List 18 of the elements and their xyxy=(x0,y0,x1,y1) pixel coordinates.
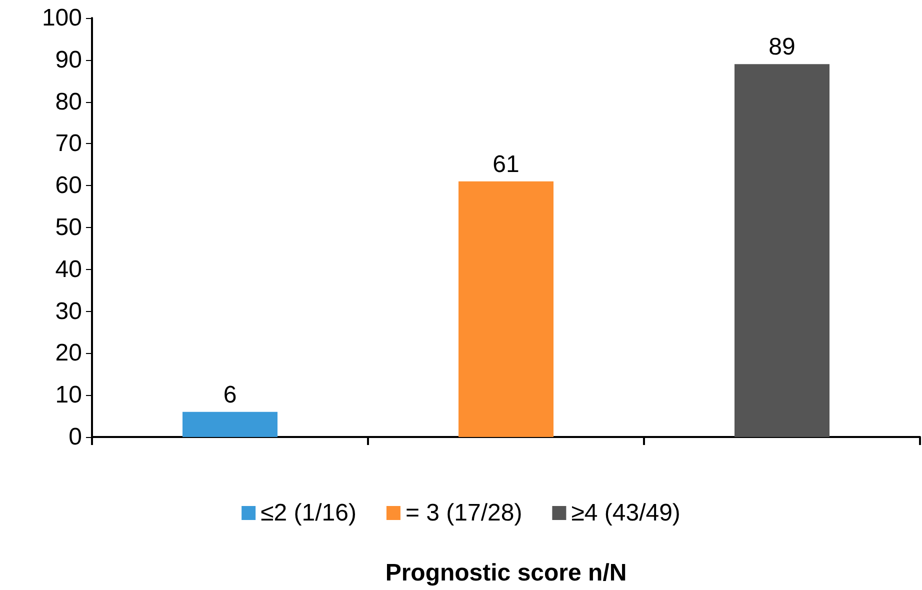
y-tick-label: 0 xyxy=(68,424,82,450)
y-tick-label: 70 xyxy=(55,130,82,158)
y-tick-label: 40 xyxy=(55,256,82,283)
data-label: 89 xyxy=(768,34,796,61)
legend-label: ≥4 (43/49) xyxy=(571,500,680,526)
y-tick-label: 100 xyxy=(42,4,82,32)
data-label: 6 xyxy=(223,381,237,408)
x-axis-title: Prognostic score n/N xyxy=(385,560,627,586)
y-tick-label: 30 xyxy=(55,298,82,325)
y-tick-label: 80 xyxy=(55,88,82,116)
legend-label: = 3 (17/28) xyxy=(405,500,522,526)
data-label: 61 xyxy=(492,150,520,178)
y-tick-label: 60 xyxy=(55,172,82,200)
y-tick-label: 20 xyxy=(55,340,82,367)
y-tick-label: 50 xyxy=(55,214,82,241)
legend-label: ≤2 (1/16) xyxy=(260,500,356,526)
y-tick-label: 90 xyxy=(55,46,82,74)
y-tick-label: 10 xyxy=(55,382,82,409)
